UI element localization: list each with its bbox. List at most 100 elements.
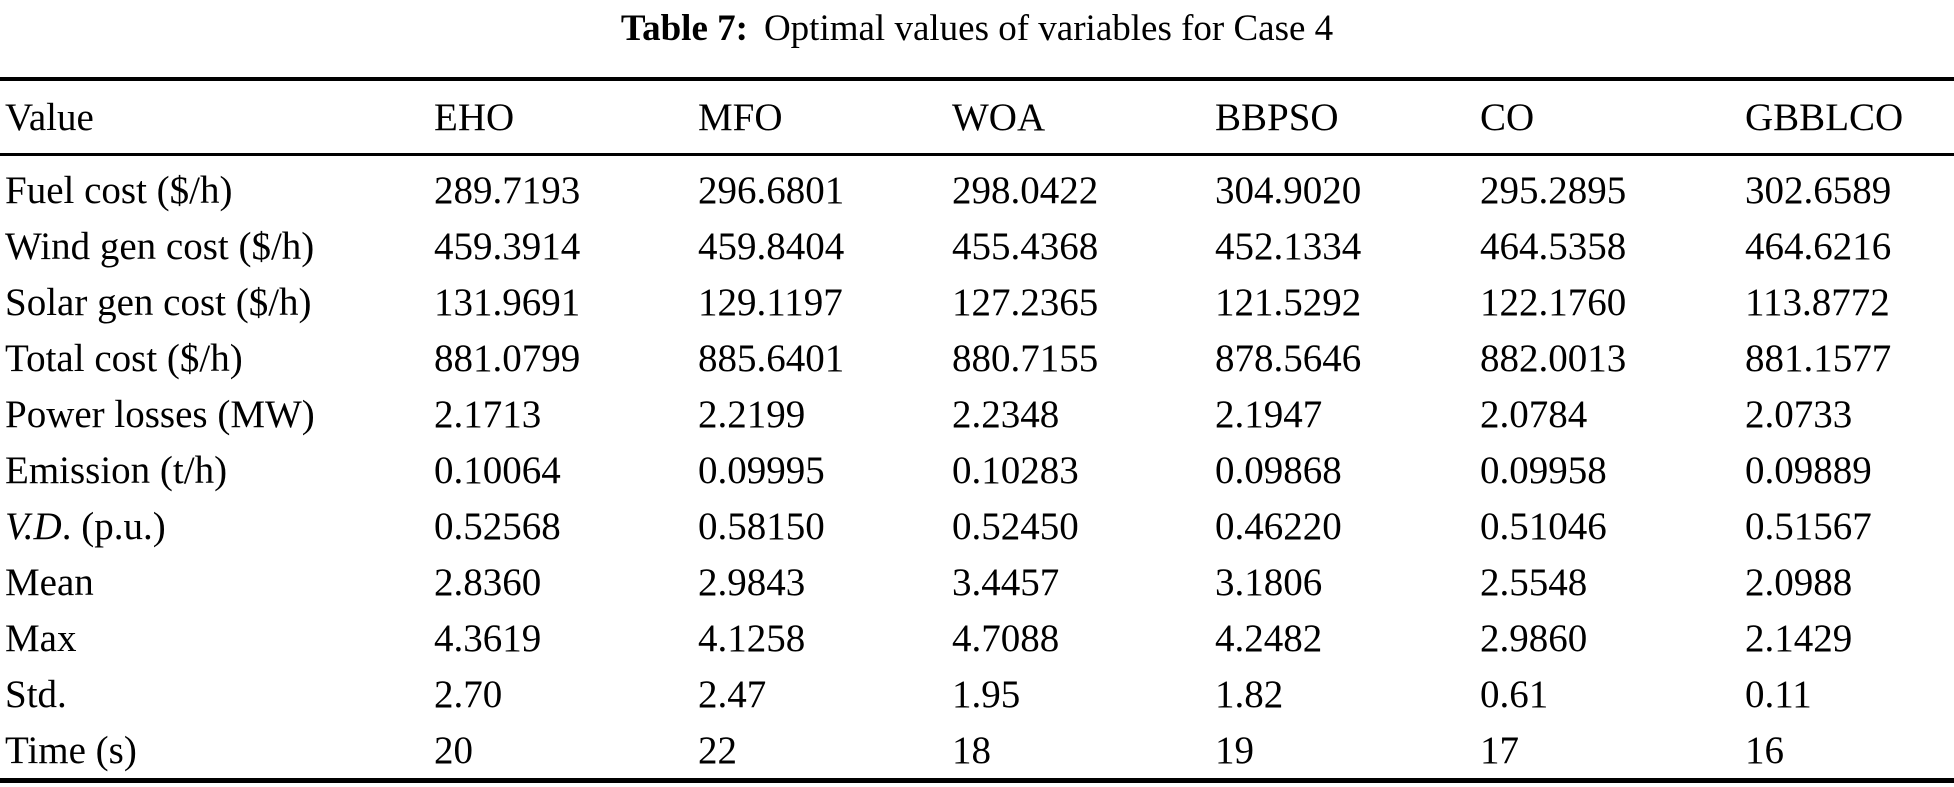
row-label: Solar gen cost ($/h) [0,274,434,330]
cell-eho: 20 [434,728,473,772]
cell-eho: 881.0799 [434,336,581,380]
row-label: Wind gen cost ($/h) [0,218,434,274]
row-label: Emission (t/h) [0,442,434,498]
table-row: Wind gen cost ($/h) 459.3914 459.8404 455.4… [0,218,1954,274]
cell-bbpso: 19 [1215,728,1254,772]
cell-eho: 2.1713 [434,392,542,436]
table-header: Value EHO MFO WOA BBPSO CO GBBLCO [0,79,1954,156]
row-label-part: Time (s) [5,728,137,772]
cell-woa: 18 [952,728,991,772]
row-label: Power losses (MW) [0,386,434,442]
cell-gbblco: 302.6589 [1745,168,1892,212]
cell-mfo: 4.1258 [698,616,806,660]
cell-woa: 127.2365 [952,280,1099,324]
cell-co: 0.09958 [1480,448,1607,492]
cell-mfo: 0.09995 [698,448,825,492]
cell-bbpso: 878.5646 [1215,336,1362,380]
cell-eho: 459.3914 [434,224,581,268]
cell-mfo: 2.47 [698,672,767,716]
table-row: Total cost ($/h) 881.0799 885.6401 880.7155… [0,330,1954,386]
row-label-part: Solar gen cost ($/h) [5,280,312,324]
cell-gbblco: 0.11 [1745,672,1812,716]
cell-woa: 0.10283 [952,448,1079,492]
cell-mfo: 129.1197 [698,280,843,324]
cell-mfo: 0.58150 [698,504,825,548]
cell-woa: 455.4368 [952,224,1099,268]
cell-eho: 0.52568 [434,504,561,548]
table-row: Std. 2.70 2.47 1.95 1.82 0.61 0.11 [0,666,1954,722]
column-header-gbblco: GBBLCO [1745,79,1954,156]
column-header-co: CO [1480,79,1745,156]
cell-bbpso: 1.82 [1215,672,1284,716]
row-label-part: V.D [5,504,62,548]
column-header-woa: WOA [952,79,1215,156]
cell-co: 2.5548 [1480,560,1588,604]
table-row: Max 4.3619 4.1258 4.7088 4.2482 2.9860 2.1429 [0,610,1954,666]
cell-eho: 131.9691 [434,280,581,324]
cell-mfo: 22 [698,728,737,772]
table-row: Mean 2.8360 2.9843 3.4457 3.1806 2.5548 2.0988 [0,554,1954,610]
cell-woa: 0.52450 [952,504,1079,548]
cell-woa: 4.7088 [952,616,1060,660]
cell-mfo: 885.6401 [698,336,845,380]
column-header-value: Value [0,79,434,156]
cell-bbpso: 121.5292 [1215,280,1362,324]
table-row: V.D. (p.u.) 0.52568 0.58150 0.52450 0.46220 0… [0,498,1954,554]
row-label-part: . (p.u.) [61,504,166,548]
cell-bbpso: 452.1334 [1215,224,1362,268]
row-label-part: Std. [5,672,67,716]
column-header-bbpso: BBPSO [1215,79,1480,156]
row-label-part: Emission (t/h) [5,448,228,492]
cell-woa: 3.4457 [952,560,1060,604]
row-label-part: Max [5,616,77,660]
row-label-part: Mean [5,560,94,604]
cell-mfo: 2.2199 [698,392,806,436]
cell-mfo: 459.8404 [698,224,845,268]
row-label: V.D. (p.u.) [0,498,434,554]
cell-gbblco: 2.0988 [1745,560,1853,604]
table-caption-label: Table 7: [620,8,748,49]
cell-co: 17 [1480,728,1519,772]
cell-gbblco: 2.0733 [1745,392,1853,436]
row-label: Fuel cost ($/h) [0,155,434,219]
cell-bbpso: 0.46220 [1215,504,1342,548]
cell-bbpso: 3.1806 [1215,560,1323,604]
row-label-part: Fuel cost ($/h) [5,168,233,212]
table-row: Emission (t/h) 0.10064 0.09995 0.10283 0.098… [0,442,1954,498]
table-caption: Table 7: Optimal values of variables for … [0,0,1954,54]
cell-gbblco: 2.1429 [1745,616,1853,660]
cell-gbblco: 464.6216 [1745,224,1892,268]
table-body: Fuel cost ($/h) 289.7193 296.6801 298.0422 3… [0,155,1954,781]
row-label-part: Power losses (MW) [5,392,315,436]
cell-bbpso: 2.1947 [1215,392,1323,436]
cell-gbblco: 113.8772 [1745,280,1890,324]
cell-co: 295.2895 [1480,168,1627,212]
cell-co: 464.5358 [1480,224,1627,268]
cell-co: 2.0784 [1480,392,1588,436]
table-caption-text: Optimal values of variables for Case 4 [763,8,1334,49]
results-table: Value EHO MFO WOA BBPSO CO GBBLCO Fuel cost ($… [0,77,1954,783]
row-label-part: Total cost ($/h) [5,336,243,380]
cell-co: 122.1760 [1480,280,1627,324]
column-header-eho: EHO [434,79,698,156]
cell-woa: 880.7155 [952,336,1099,380]
row-label: Time (s) [0,722,434,781]
cell-co: 2.9860 [1480,616,1588,660]
cell-gbblco: 0.09889 [1745,448,1872,492]
cell-bbpso: 0.09868 [1215,448,1342,492]
cell-mfo: 2.9843 [698,560,806,604]
cell-bbpso: 304.9020 [1215,168,1362,212]
column-header-mfo: MFO [698,79,952,156]
cell-gbblco: 0.51567 [1745,504,1872,548]
cell-eho: 4.3619 [434,616,542,660]
table-row: Time (s) 20 22 18 19 17 16 [0,722,1954,781]
cell-eho: 0.10064 [434,448,561,492]
cell-co: 0.51046 [1480,504,1607,548]
row-label: Mean [0,554,434,610]
row-label: Std. [0,666,434,722]
cell-eho: 2.8360 [434,560,542,604]
table-row: Power losses (MW) 2.1713 2.2199 2.2348 2.194… [0,386,1954,442]
row-label: Total cost ($/h) [0,330,434,386]
cell-eho: 289.7193 [434,168,581,212]
